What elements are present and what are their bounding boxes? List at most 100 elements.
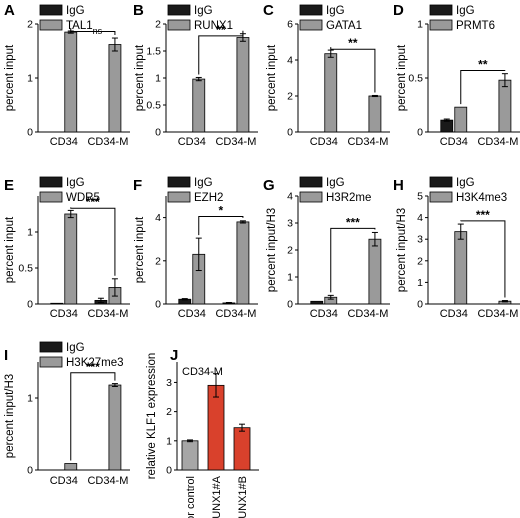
x-category-label: CD34 xyxy=(440,136,468,148)
y-axis-label: percent input xyxy=(4,44,16,111)
legend-swatch-target xyxy=(39,356,63,368)
bar-target xyxy=(236,221,250,305)
legend-swatch-igg xyxy=(39,4,63,16)
legend-label-target: H3R2me xyxy=(326,192,371,204)
y-tick-label: 5 xyxy=(417,191,423,203)
y-axis-label: percent input/H3 xyxy=(4,374,16,458)
x-category-label: CD34 xyxy=(50,308,78,320)
significance-bracket xyxy=(198,30,244,75)
panel-letter-f: F xyxy=(133,177,142,194)
legend-swatch-igg xyxy=(39,176,63,188)
y-tick-label: 0 xyxy=(287,299,293,311)
significance-bracket xyxy=(70,372,116,461)
legend-swatch-igg xyxy=(299,4,323,16)
y-tick-label: 2 xyxy=(287,245,293,257)
legend-label-igg: IgG xyxy=(66,5,85,17)
y-tick-label: 0.5 xyxy=(18,263,33,275)
y-axis-label: percent input xyxy=(4,216,16,283)
panel-letter-b: B xyxy=(133,2,144,19)
significance-bracket xyxy=(70,207,116,276)
bar-target xyxy=(454,106,468,133)
x-category-label: CD34-M xyxy=(477,308,518,320)
y-tick-label: 1 xyxy=(27,73,33,85)
y-tick-label: 0.5 xyxy=(146,100,161,112)
y-tick-label: 3 xyxy=(166,377,172,389)
panel-h: H 0 1 2 3 4 5 percent input/H3 CD34 CD34-M *** IgG H… xyxy=(393,176,520,320)
x-category-label: CD34-M xyxy=(87,136,128,148)
significance-bracket xyxy=(330,47,376,93)
x-category-label: CD34-M xyxy=(477,136,518,148)
legend-label-igg: IgG xyxy=(456,177,475,189)
x-category-label: CD34-M xyxy=(347,136,388,148)
bar-target xyxy=(236,37,250,133)
legend-label-target: PRMT6 xyxy=(456,20,495,32)
x-category-label: CD34 xyxy=(440,308,468,320)
bar-target xyxy=(108,384,122,471)
legend-label-target: GATA1 xyxy=(326,20,362,32)
bar-igg xyxy=(440,119,454,133)
legend-subscript: ns xyxy=(93,26,103,36)
significance-bracket xyxy=(460,69,506,105)
bar-vector xyxy=(181,440,199,471)
panel-j: J 0 1 2 3 relative KLF1 expression vector cont… xyxy=(146,347,259,518)
y-tick-label: 4 xyxy=(287,55,293,67)
y-tick-label: 0 xyxy=(166,465,172,477)
y-tick-label: 3 xyxy=(417,234,423,246)
y-tick-label: 2 xyxy=(27,19,33,31)
y-tick-label: 2 xyxy=(417,255,423,267)
y-tick-label: 2 xyxy=(287,91,293,103)
panel-d: D 0 0.5 1 percent input CD34 CD34-M ** IgG PRMT6 xyxy=(393,2,520,148)
legend-swatch-target xyxy=(167,19,191,31)
legend-swatch-target xyxy=(429,191,453,203)
y-tick-label: 3 xyxy=(287,218,293,230)
y-tick-label: 1 xyxy=(417,277,423,289)
x-category-label: CD34 xyxy=(50,475,78,487)
y-axis-label: percent input xyxy=(134,216,146,283)
bar-target xyxy=(324,53,338,133)
panel-g: G 0 1 2 3 4 percent input/H3 CD34 CD34-M *** IgG H3… xyxy=(263,176,390,320)
panel-f: F 0 2 4 percent input CD34 CD34-M * IgG EZH2 xyxy=(133,176,258,320)
legend-swatch-target xyxy=(299,191,323,203)
x-category-label: CD34 xyxy=(310,308,338,320)
legend-label-igg: IgG xyxy=(66,342,85,354)
x-category-label: CD34-M xyxy=(215,308,256,320)
y-tick-label: 2 xyxy=(166,406,172,418)
bar-target xyxy=(368,95,382,133)
legend-label-igg: IgG xyxy=(194,5,213,17)
legend-swatch-igg xyxy=(167,4,191,16)
x-category-label: CD34-M xyxy=(347,308,388,320)
significance-bracket xyxy=(70,28,116,36)
y-tick-label: 1 xyxy=(417,19,423,31)
y-axis-label: percent input xyxy=(266,44,278,111)
y-tick-label: 0 xyxy=(27,127,33,139)
y-tick-label: 1 xyxy=(287,272,293,284)
bar-target xyxy=(454,231,468,305)
legend-label-igg: IgG xyxy=(66,177,85,189)
y-tick-label: 0 xyxy=(155,299,161,311)
y-axis-label: percent input xyxy=(134,44,146,111)
y-tick-label: 4 xyxy=(287,191,293,203)
bar-target xyxy=(192,78,206,133)
y-tick-label: 1 xyxy=(27,393,33,405)
panel-letter-d: D xyxy=(393,2,404,19)
legend-swatch-target xyxy=(429,19,453,31)
panel-letter-j: J xyxy=(170,347,178,364)
y-tick-label: 0 xyxy=(27,465,33,477)
significance-label: ** xyxy=(348,36,358,50)
x-category-label: vector control xyxy=(185,476,197,518)
bar-target xyxy=(64,31,78,133)
significance-label: *** xyxy=(86,360,100,374)
y-tick-label: 2 xyxy=(155,255,161,267)
significance-bracket xyxy=(460,220,506,298)
x-category-label: CD34-M xyxy=(215,136,256,148)
y-tick-label: 0 xyxy=(417,127,423,139)
y-axis-label: percent input/H3 xyxy=(266,208,278,292)
significance-label: ** xyxy=(216,23,226,37)
legend-label-target: H3K4me3 xyxy=(456,192,507,204)
y-tick-label: 0 xyxy=(27,299,33,311)
legend-label-igg: IgG xyxy=(326,5,345,17)
legend-label-igg: IgG xyxy=(194,177,213,189)
legend-label-igg: IgG xyxy=(456,5,475,17)
legend-swatch-igg xyxy=(39,341,63,353)
